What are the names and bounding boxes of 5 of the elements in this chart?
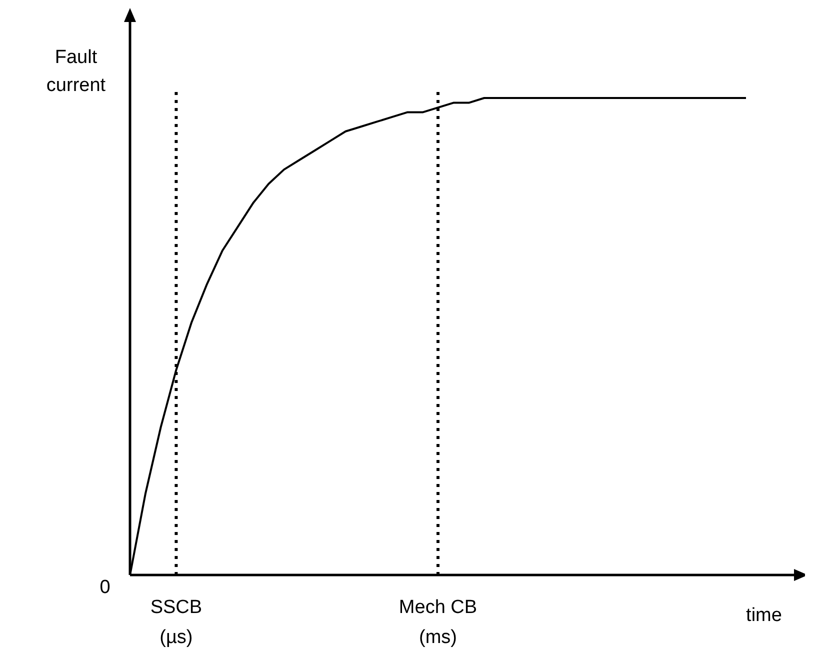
y-axis-title: Fault current xyxy=(46,47,106,96)
x-tick-label: SSCB (µs) xyxy=(150,597,202,648)
x-tick-label: Mech CB (ms) xyxy=(398,597,478,648)
text: 0 xyxy=(100,577,110,598)
x-axis-title: time xyxy=(746,605,782,626)
